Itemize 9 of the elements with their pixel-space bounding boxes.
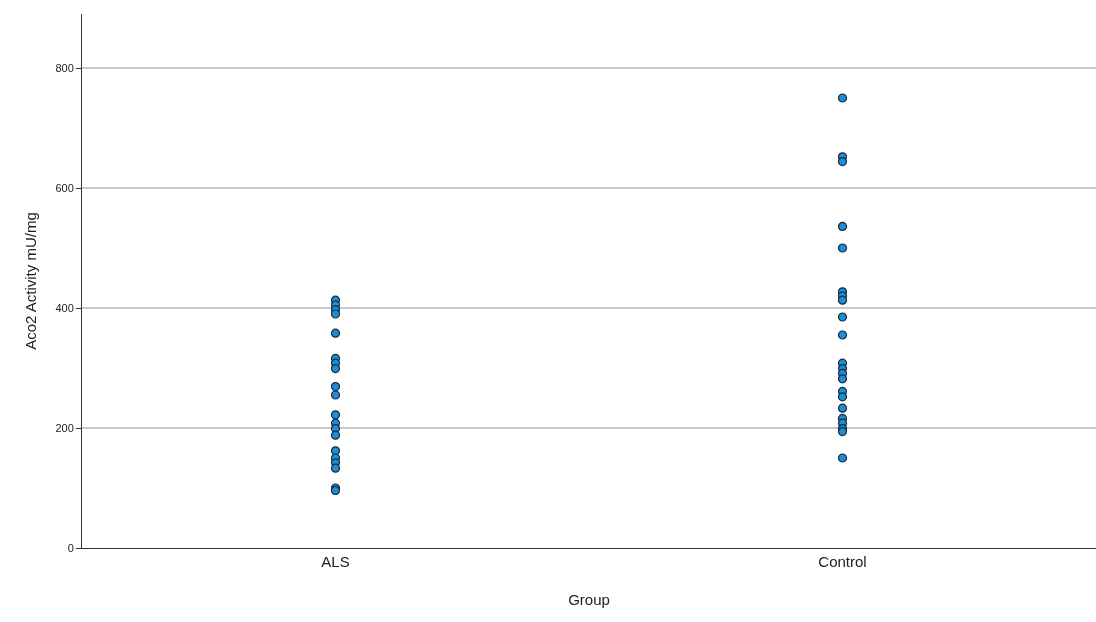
y-axis-title: Aco2 Activity mU/mg — [21, 212, 39, 350]
x-tick-label: Control — [818, 553, 867, 570]
x-tick-label: ALS — [321, 553, 350, 570]
x-axis-title: Group — [568, 591, 610, 608]
y-tick-label: 800 — [55, 61, 74, 74]
y-tick-label: 400 — [55, 301, 74, 314]
y-tick-label: 200 — [55, 421, 74, 434]
y-tick-label: 600 — [55, 181, 74, 194]
y-tick-label: 0 — [67, 541, 74, 554]
